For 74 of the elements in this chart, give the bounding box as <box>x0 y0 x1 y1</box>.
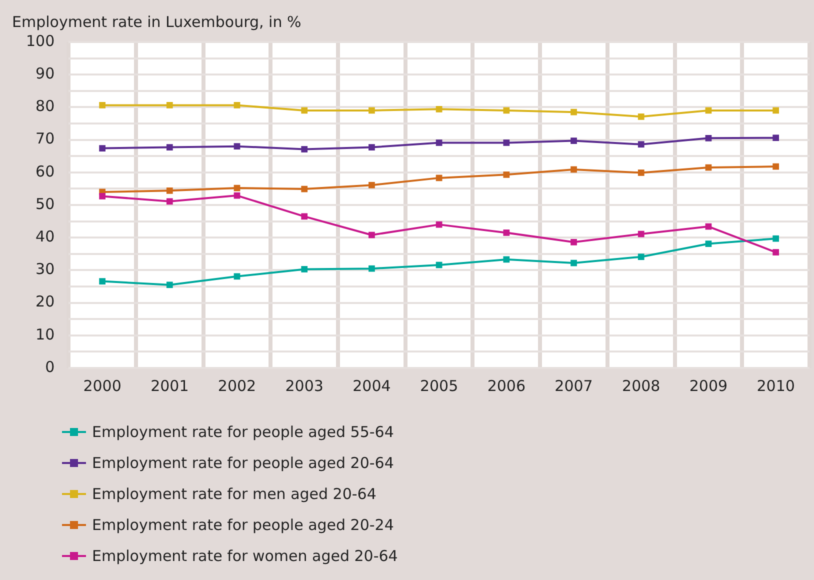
x-tick-label: 2010 <box>756 376 795 395</box>
x-tick-label: 2006 <box>487 376 526 395</box>
point <box>503 172 510 178</box>
y-tick-label: 50 <box>36 194 55 213</box>
point <box>570 166 577 173</box>
x-tick-label: 2007 <box>554 376 593 395</box>
y-tick-label: 40 <box>36 227 55 246</box>
point <box>570 238 577 246</box>
y-tick-label: 90 <box>36 64 55 82</box>
point <box>638 113 644 120</box>
point <box>705 240 712 247</box>
point <box>436 106 442 112</box>
point <box>166 187 173 194</box>
point <box>234 102 240 108</box>
x-tick-label: 2005 <box>420 376 458 395</box>
y-tick-label: 0 <box>45 358 55 376</box>
point <box>638 141 644 148</box>
point <box>234 273 240 280</box>
x-tick-label: 2008 <box>622 376 660 395</box>
point <box>705 134 712 142</box>
point <box>368 265 375 272</box>
point <box>301 107 308 114</box>
point <box>638 230 644 238</box>
point <box>638 254 644 260</box>
point <box>772 107 780 114</box>
legend-label: Employment rate for people aged 55-64 <box>92 422 394 440</box>
y-tick-label: 60 <box>36 162 55 180</box>
point <box>772 134 780 142</box>
point <box>368 232 375 238</box>
point <box>570 260 577 266</box>
point <box>570 108 577 116</box>
x-tick-label: 2001 <box>150 376 189 395</box>
x-tick-label: 2003 <box>285 376 324 395</box>
point <box>368 182 375 188</box>
y-tick-label: 30 <box>36 260 55 278</box>
point <box>503 140 510 146</box>
point <box>99 278 106 284</box>
point <box>166 144 173 150</box>
x-tick-label: 2002 <box>218 376 256 395</box>
legend-label: Employment rate for men aged 20-64 <box>92 484 376 502</box>
point <box>99 193 106 200</box>
point <box>166 198 173 205</box>
point <box>436 140 442 146</box>
point <box>301 213 308 220</box>
point <box>503 230 510 236</box>
y-tick-label: 100 <box>26 32 55 50</box>
x-tick-label: 2004 <box>352 376 391 395</box>
point <box>234 143 240 150</box>
legend-label: Employment rate for people aged 20-64 <box>92 454 394 472</box>
point <box>570 138 577 144</box>
point <box>638 170 644 176</box>
x-tick-label: 2000 <box>83 376 122 395</box>
point <box>99 145 106 152</box>
point <box>301 266 308 272</box>
y-tick-label: 10 <box>36 325 55 344</box>
point <box>772 235 780 242</box>
point <box>772 249 780 256</box>
point <box>166 282 173 288</box>
chart-title: Employment rate in Luxembourg, in % <box>12 12 302 31</box>
y-tick-label: 20 <box>36 292 55 311</box>
x-tick-label: 2009 <box>689 376 728 395</box>
point <box>301 146 308 152</box>
point <box>368 144 375 150</box>
legend-label: Employment rate for women aged 20-64 <box>92 546 398 564</box>
point <box>99 102 106 108</box>
y-tick-label: 70 <box>36 130 55 148</box>
y-tick-label: 80 <box>36 97 55 116</box>
point <box>166 102 173 108</box>
point <box>772 163 780 170</box>
point <box>368 107 375 114</box>
legend-label: Employment rate for people aged 20-24 <box>92 516 394 534</box>
point <box>301 186 308 192</box>
point <box>503 107 510 114</box>
point <box>503 256 510 263</box>
